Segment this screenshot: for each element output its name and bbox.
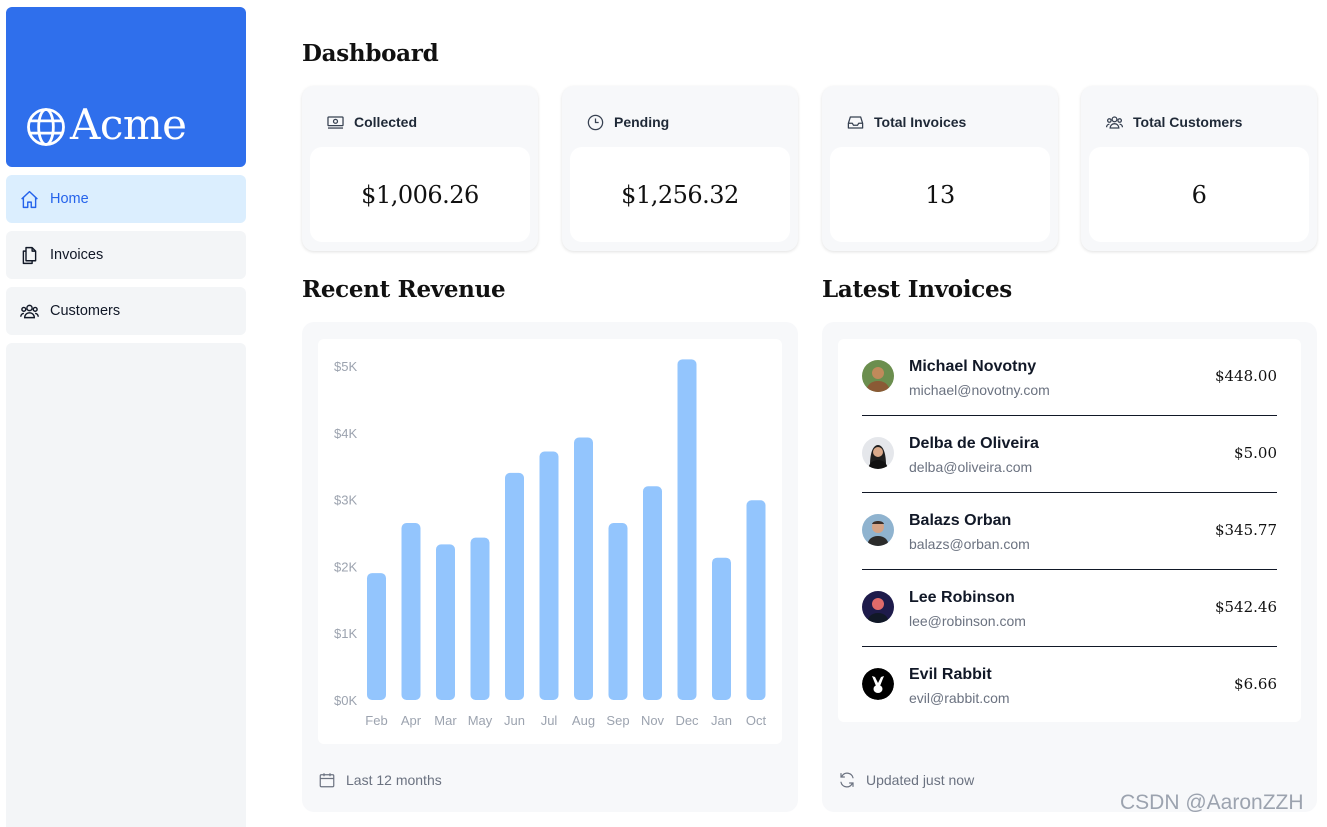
- invoice-row: Michael Novotny michael@novotny.com $448…: [862, 339, 1277, 416]
- x-tick-label: Sep: [606, 713, 629, 728]
- invoice-amount: $345.77: [1214, 521, 1277, 539]
- user-group-icon: [19, 300, 41, 322]
- x-tick-label: Jan: [711, 713, 732, 728]
- card-title: Total Invoices: [874, 114, 967, 130]
- revenue-heading: Recent Revenue: [302, 276, 506, 303]
- invoice-amount: $542.46: [1214, 598, 1277, 616]
- document-duplicate-icon: [19, 244, 41, 266]
- sidebar: Acme Home Invoices Customers: [6, 7, 246, 827]
- customer-email: delba@oliveira.com: [909, 459, 1033, 475]
- sidebar-item-label: Home: [50, 191, 89, 207]
- y-tick-label: $5K: [334, 359, 357, 374]
- x-tick-label: Aug: [572, 713, 595, 728]
- avatar: [862, 360, 894, 392]
- globe-icon: [27, 108, 65, 146]
- invoice-amount: $448.00: [1214, 367, 1277, 385]
- revenue-footer-text: Last 12 months: [346, 772, 442, 788]
- revenue-bar: [746, 500, 766, 700]
- y-tick-label: $0K: [334, 693, 357, 708]
- revenue-bar: [539, 451, 559, 700]
- x-tick-label: May: [468, 713, 493, 728]
- revenue-panel: $5K $4K $3K $2K $1K $0K Feb Apr Mar May Jun Jul Aug S…: [302, 322, 798, 812]
- revenue-bar: [712, 557, 731, 700]
- avatar: [862, 514, 894, 546]
- invoice-row: Evil Rabbit evil@rabbit.com $6.66: [862, 647, 1277, 724]
- x-tick-label: Nov: [641, 713, 665, 728]
- customer-email: evil@rabbit.com: [909, 690, 1010, 706]
- x-tick-label: Apr: [401, 713, 422, 728]
- logo-link[interactable]: Acme: [6, 7, 246, 167]
- x-tick-label: Oct: [746, 713, 767, 728]
- customer-email: michael@novotny.com: [909, 382, 1050, 398]
- latest-footer-text: Updated just now: [866, 772, 975, 788]
- user-group-icon: [1105, 112, 1125, 132]
- customer-name: Michael Novotny: [909, 358, 1037, 375]
- card-title: Total Customers: [1133, 114, 1243, 130]
- stat-card-total-customers: Total Customers 6: [1081, 86, 1317, 251]
- stat-card-pending: Pending $1,256.32: [562, 86, 798, 251]
- calendar-icon: [318, 770, 338, 790]
- y-tick-label: $1K: [334, 626, 357, 641]
- sidebar-item-home[interactable]: Home: [6, 175, 246, 223]
- customer-name: Delba de Oliveira: [909, 435, 1039, 452]
- latest-invoices-heading: Latest Invoices: [822, 276, 1012, 303]
- brand-name: Acme: [70, 100, 187, 149]
- sidebar-item-customers[interactable]: Customers: [6, 287, 246, 335]
- avatar: [862, 668, 894, 700]
- x-tick-label: Mar: [434, 713, 457, 728]
- page-title: Dashboard: [302, 40, 439, 67]
- x-tick-label: Feb: [365, 713, 387, 728]
- refresh-icon: [838, 770, 858, 790]
- stat-card-collected: Collected $1,006.26: [302, 86, 538, 251]
- customer-name: Evil Rabbit: [909, 666, 992, 683]
- invoice-row: Balazs Orban balazs@orban.com $345.77: [862, 493, 1277, 570]
- revenue-bar: [574, 437, 593, 700]
- watermark: CSDN @AaronZZH: [1120, 791, 1304, 814]
- invoice-row: Delba de Oliveira delba@oliveira.com $5.…: [862, 416, 1277, 493]
- customer-email: balazs@orban.com: [909, 536, 1030, 552]
- revenue-bar: [677, 359, 697, 700]
- revenue-bar: [505, 472, 524, 700]
- revenue-bar: [608, 522, 628, 700]
- x-tick-label: Dec: [675, 713, 699, 728]
- invoice-row: Lee Robinson lee@robinson.com $542.46: [862, 570, 1277, 647]
- revenue-chart: $5K $4K $3K $2K $1K $0K Feb Apr Mar May Jun Jul Aug S…: [334, 359, 767, 728]
- y-tick-label: $3K: [334, 493, 357, 508]
- y-tick-label: $2K: [334, 559, 357, 574]
- sidebar-item-invoices[interactable]: Invoices: [6, 231, 246, 279]
- revenue-bar: [643, 486, 662, 700]
- avatar: [862, 437, 894, 469]
- avatar: [862, 591, 894, 623]
- clock-icon: [586, 112, 606, 132]
- latest-invoices-panel: Michael Novotny michael@novotny.com $448…: [822, 322, 1317, 812]
- customer-email: lee@robinson.com: [909, 613, 1026, 629]
- sidebar-item-label: Invoices: [50, 247, 104, 263]
- y-tick-label: $4K: [334, 426, 357, 441]
- customer-name: Balazs Orban: [909, 512, 1012, 529]
- revenue-bar: [436, 544, 455, 700]
- banknotes-icon: [326, 112, 346, 132]
- invoice-list: Michael Novotny michael@novotny.com $448…: [838, 339, 1301, 722]
- revenue-chart-area: $5K $4K $3K $2K $1K $0K Feb Apr Mar May Jun Jul Aug S…: [318, 339, 782, 744]
- card-value: 6: [1191, 180, 1207, 209]
- card-value: $1,256.32: [621, 180, 739, 209]
- stat-card-total-invoices: Total Invoices 13: [822, 86, 1058, 251]
- x-tick-label: Jun: [504, 713, 525, 728]
- x-tick-label: Jul: [541, 713, 558, 728]
- revenue-bar: [470, 537, 490, 700]
- inbox-icon: [846, 112, 866, 132]
- sidebar-spacer: [6, 343, 246, 827]
- invoice-amount: $6.66: [1234, 675, 1277, 693]
- card-title: Collected: [354, 114, 418, 130]
- revenue-bar: [401, 522, 421, 700]
- customer-name: Lee Robinson: [909, 589, 1015, 606]
- sidebar-item-label: Customers: [50, 303, 121, 319]
- invoice-amount: $5.00: [1234, 444, 1277, 462]
- card-value: $1,006.26: [361, 180, 479, 209]
- card-value: 13: [925, 180, 955, 209]
- revenue-bar: [367, 573, 386, 700]
- home-icon: [19, 188, 41, 210]
- card-title: Pending: [614, 114, 670, 130]
